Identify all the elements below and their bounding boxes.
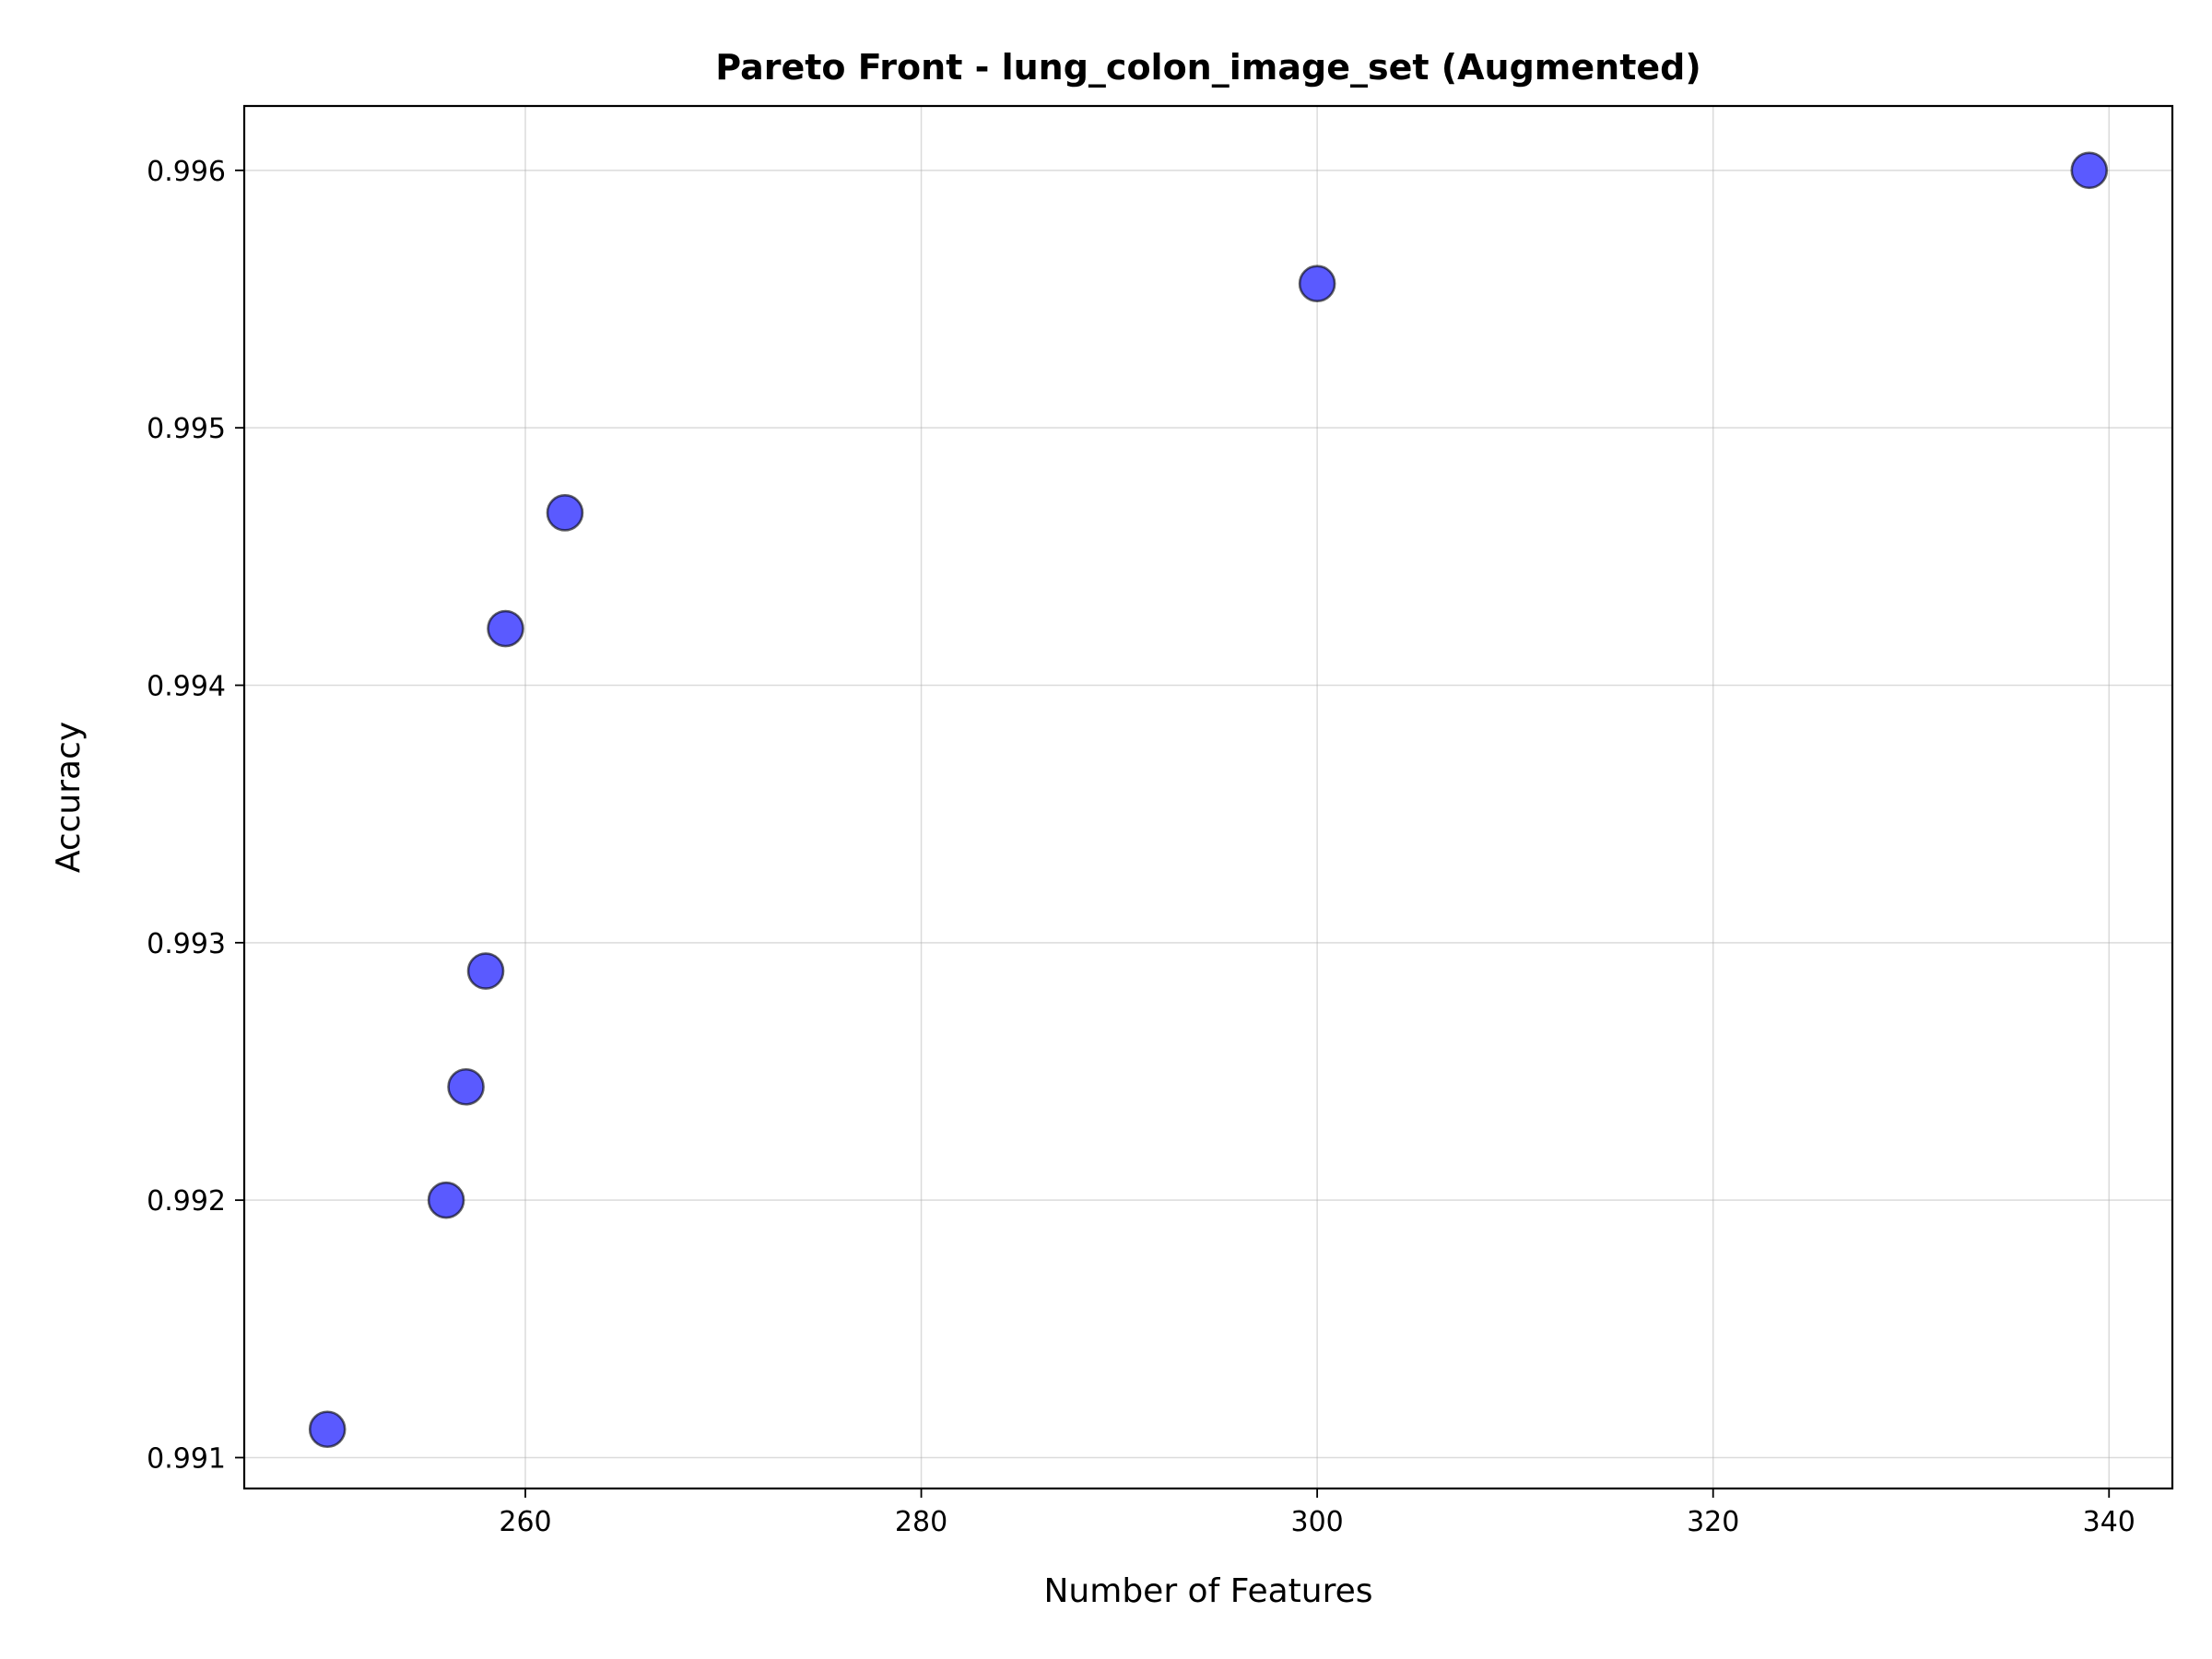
y-tick-label: 0.991 [147, 1442, 226, 1475]
y-tick-label: 0.992 [147, 1185, 226, 1218]
data-point [1298, 265, 1336, 303]
y-axis-label: Accuracy [50, 722, 88, 873]
data-point [487, 609, 524, 648]
chart-title: Pareto Front - lung_colon_image_set (Aug… [715, 47, 1700, 88]
y-tick-label: 0.995 [147, 413, 226, 445]
data-point [546, 494, 584, 532]
data-point [466, 952, 505, 990]
y-tick-label: 0.996 [147, 156, 226, 188]
x-tick-label: 340 [2083, 1506, 2136, 1538]
y-tick-label: 0.994 [147, 670, 226, 702]
plot-frame [242, 104, 2174, 1490]
grid-layer [244, 106, 2172, 1488]
points-layer [308, 151, 2109, 1449]
x-tick-label: 320 [1687, 1506, 1739, 1538]
y-tick-label: 0.993 [147, 928, 226, 960]
data-point [2070, 151, 2109, 190]
x-tick-label: 260 [499, 1506, 551, 1538]
data-point [447, 1067, 485, 1106]
x-tick-label: 300 [1290, 1506, 1343, 1538]
ticks-layer: 260 280 300 320 340 0.991 0.992 0.993 0.994 0.995… [147, 156, 2136, 1538]
data-point [427, 1181, 465, 1219]
data-point [308, 1410, 347, 1449]
x-axis-label: Number of Features [1044, 1572, 1373, 1610]
x-tick-label: 280 [895, 1506, 947, 1538]
